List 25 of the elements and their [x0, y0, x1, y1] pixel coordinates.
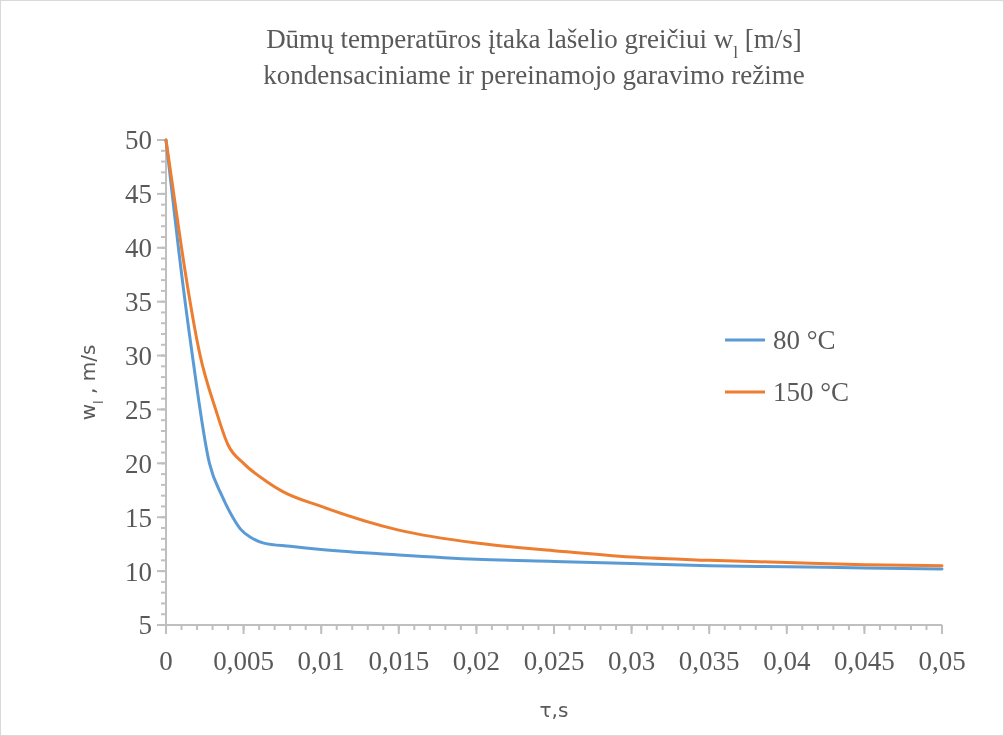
- x-tick-label: 0,01: [297, 646, 345, 676]
- x-tick-label: 0: [159, 646, 173, 676]
- y-tick-label: 5: [138, 610, 152, 641]
- x-tick-label: 0,03: [607, 646, 656, 676]
- y-tick-label: 45: [125, 179, 152, 210]
- x-tick-label: 0,05: [918, 646, 966, 676]
- x-tick-label: 0,015: [368, 646, 430, 676]
- legend-label: 150 °C: [773, 377, 850, 408]
- y-tick-label: 40: [125, 233, 152, 264]
- y-tick-label: 10: [125, 556, 152, 587]
- chart-title: Dūmų temperatūros įtaka lašelio greičiui w$_{l}$ [m/s] kondensaciniame ir pereinamojo garavimo režime: [263, 24, 805, 90]
- x-axis-title: τ,s: [539, 698, 569, 722]
- y-tick-label: 20: [125, 448, 152, 479]
- x-tick-label: 0,045: [834, 646, 895, 676]
- x-tick-label: 0,025: [523, 646, 585, 676]
- x-tick-label: 0,02: [452, 646, 501, 676]
- x-tick-label: 0,04: [763, 646, 811, 676]
- y-tick-label: 35: [125, 287, 152, 318]
- x-tick-label: 0,035: [678, 646, 740, 676]
- legend-label: 80 °C: [773, 325, 836, 356]
- y-tick-label: 15: [125, 502, 152, 533]
- y-tick-label: 50: [125, 125, 152, 156]
- y-tick-label: 25: [125, 394, 152, 425]
- x-tick-label: 0,005: [213, 646, 274, 676]
- y-tick-label: 30: [125, 341, 152, 372]
